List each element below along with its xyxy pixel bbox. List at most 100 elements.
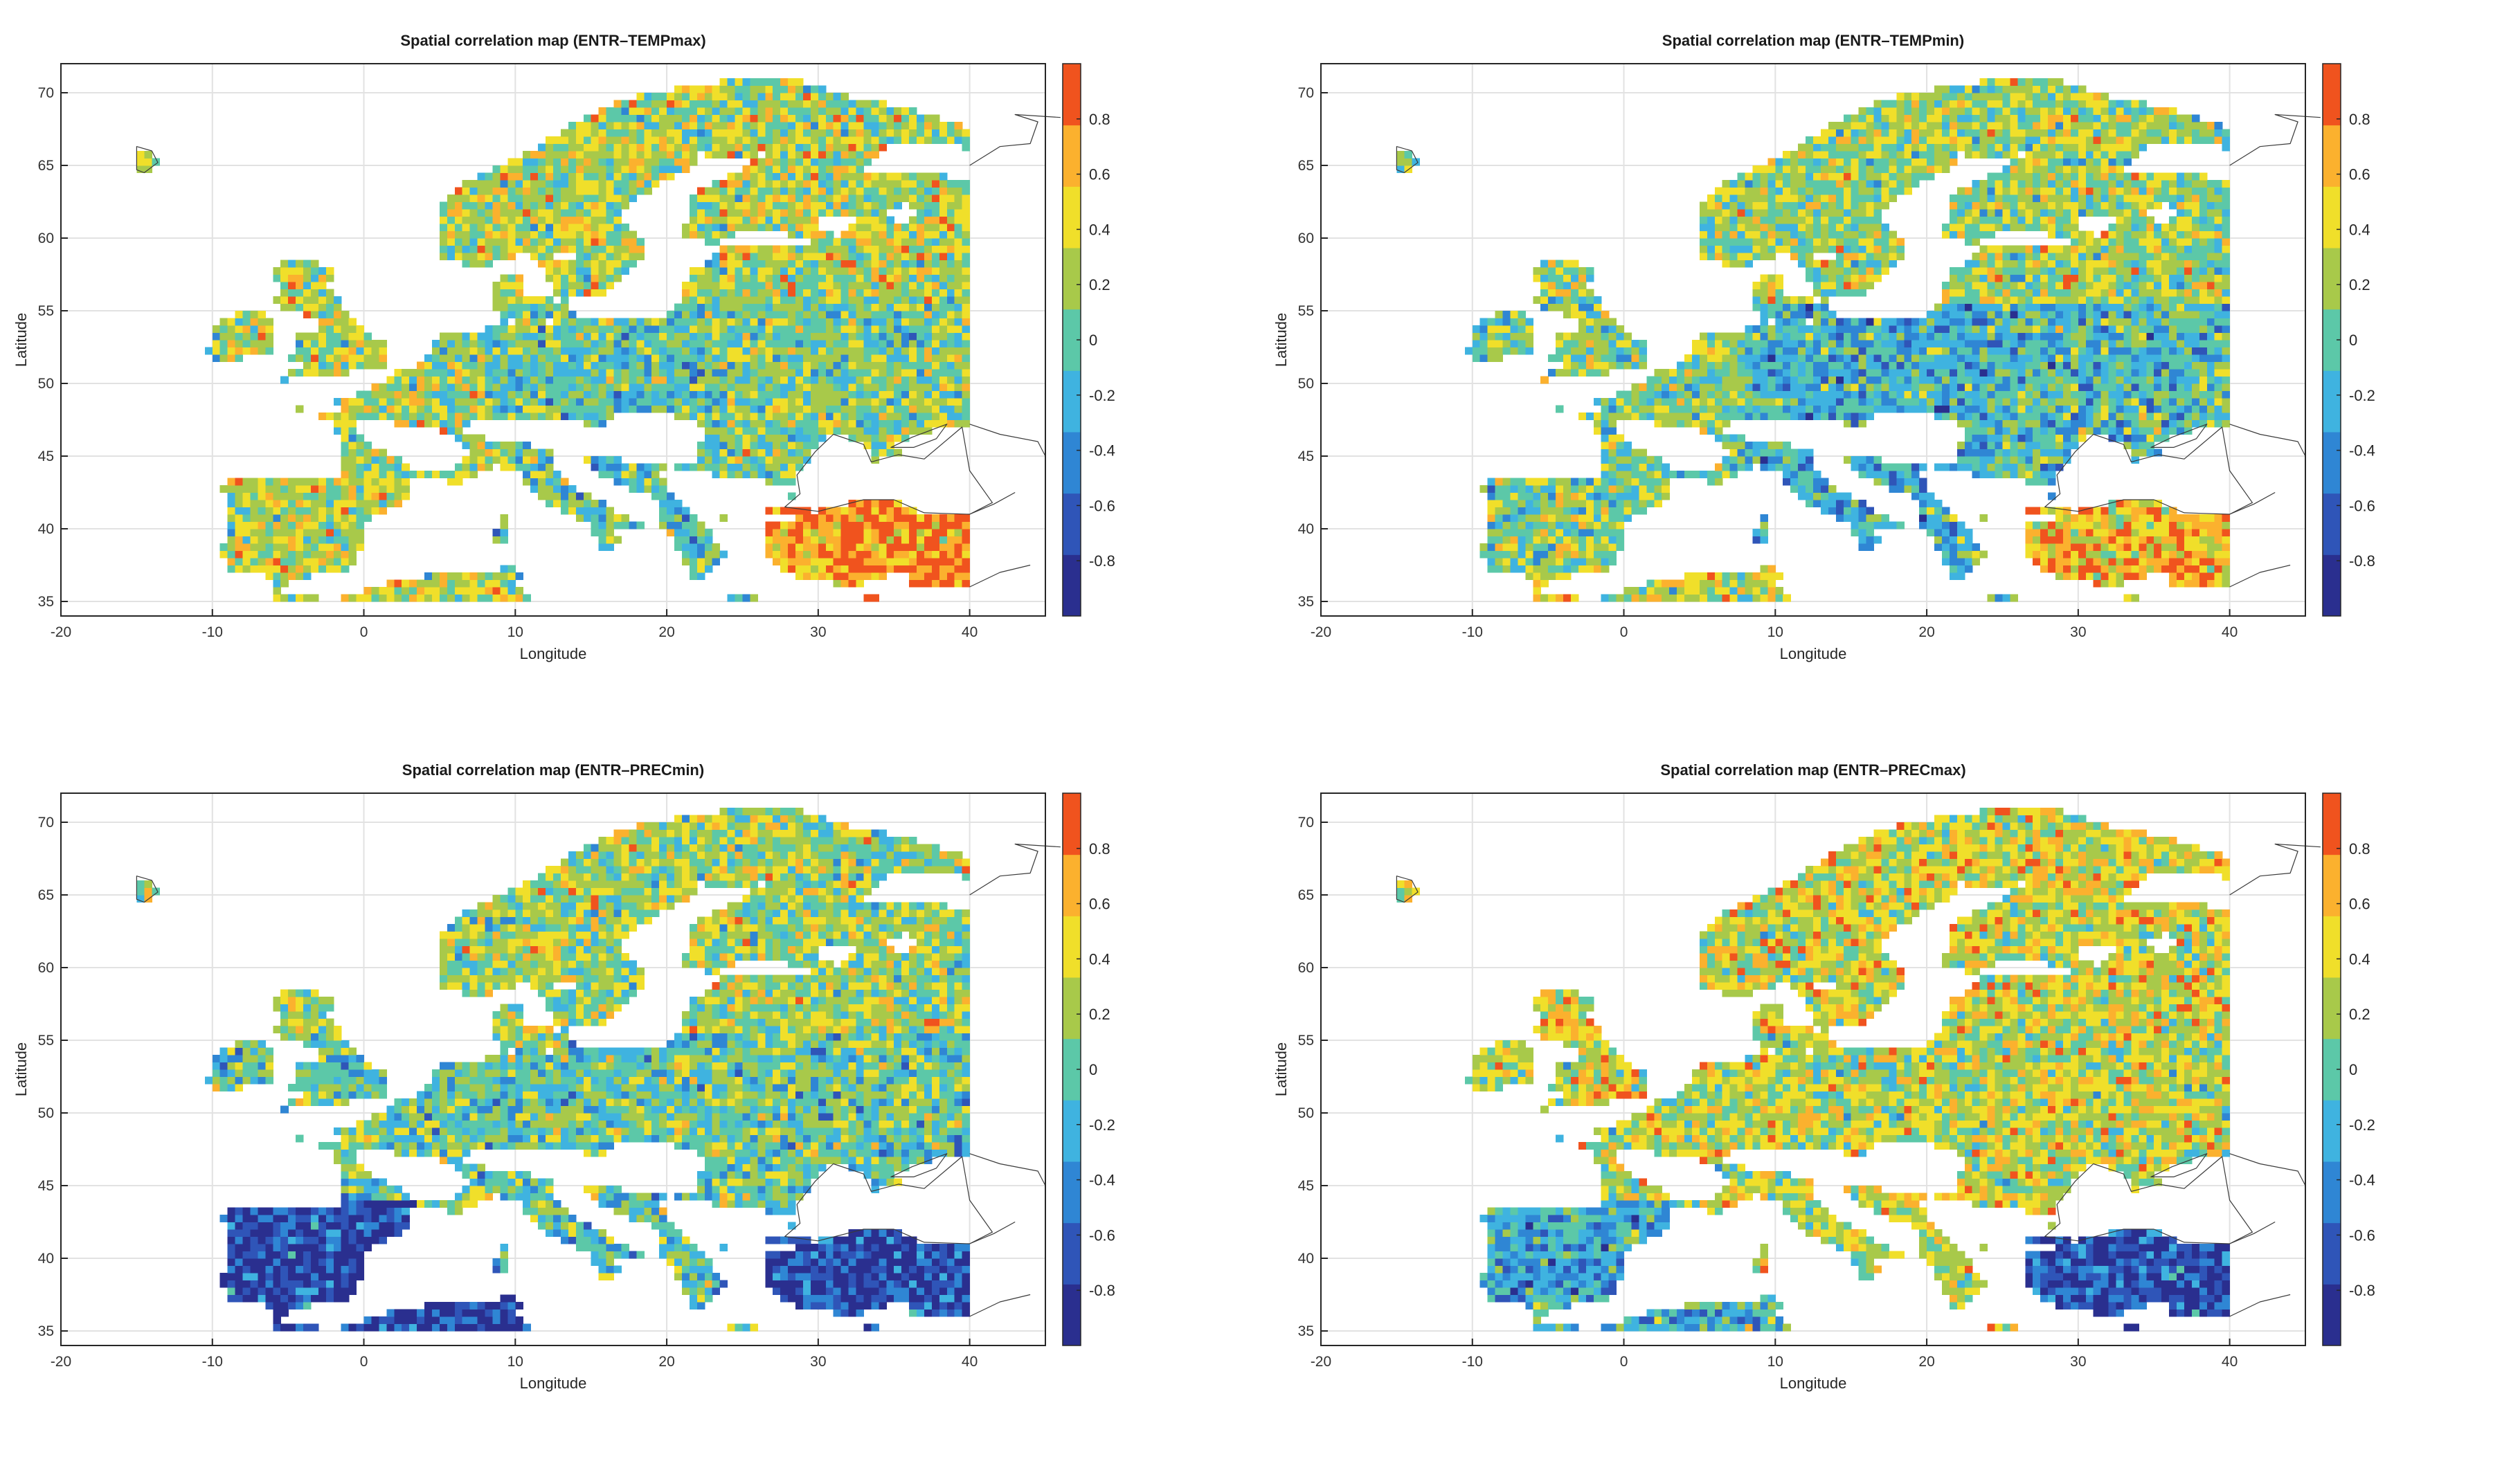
heatmap-cell	[667, 158, 675, 166]
heatmap-cell	[719, 405, 728, 413]
heatmap-cell	[1934, 463, 1943, 471]
heatmap-cell	[879, 340, 887, 348]
heatmap-cell	[621, 143, 629, 152]
heatmap-cell	[1570, 594, 1579, 602]
heatmap-cell	[1578, 478, 1587, 486]
heatmap-cell	[477, 376, 486, 384]
heatmap-cell	[788, 78, 796, 87]
heatmap-cell	[485, 332, 494, 341]
heatmap-cell	[848, 383, 857, 392]
heatmap-cell	[795, 507, 804, 515]
heatmap-cell	[1964, 456, 1973, 464]
heatmap-cell	[2070, 550, 2079, 559]
heatmap-cell	[788, 289, 796, 297]
heatmap-cell	[704, 413, 713, 421]
heatmap-cell	[795, 558, 804, 566]
heatmap-cell	[773, 405, 781, 413]
heatmap-cell	[667, 376, 675, 384]
heatmap-cell	[818, 318, 827, 326]
heatmap-cell	[530, 471, 539, 479]
heatmap-cell	[560, 347, 569, 355]
heatmap-cell	[742, 122, 750, 130]
heatmap-cell	[546, 448, 554, 457]
heatmap-cell	[250, 325, 258, 334]
heatmap-cell	[553, 340, 561, 348]
heatmap-cell	[227, 354, 236, 363]
heatmap-cell	[856, 579, 865, 588]
heatmap-cell	[598, 158, 607, 166]
heatmap-cell	[742, 442, 750, 450]
heatmap-cell	[1949, 565, 1958, 573]
heatmap-cell	[485, 230, 494, 239]
heatmap-cell	[780, 478, 789, 486]
heatmap-cell	[886, 398, 894, 406]
heatmap-cell	[667, 311, 675, 319]
heatmap-cell	[1691, 572, 1700, 581]
heatmap-cell	[469, 434, 478, 442]
heatmap-cell	[939, 376, 948, 384]
heatmap-cell	[530, 201, 539, 210]
heatmap-cell	[356, 405, 365, 413]
heatmap-cell	[636, 253, 645, 261]
heatmap-cell	[750, 442, 758, 450]
heatmap-cell	[1737, 442, 1746, 450]
heatmap-cell	[856, 507, 865, 515]
heatmap-cell	[651, 325, 660, 334]
heatmap-cell	[863, 419, 872, 428]
heatmap-cell	[886, 216, 894, 224]
heatmap-cell	[2093, 543, 2102, 552]
heatmap-cell	[750, 383, 758, 392]
colorbar-tick-label: 0	[1089, 332, 1097, 349]
heatmap-cell	[613, 114, 622, 123]
heatmap-cell	[917, 565, 925, 573]
heatmap-cell	[856, 245, 865, 253]
heatmap-cell	[659, 122, 667, 130]
heatmap-cell	[1533, 514, 1541, 523]
heatmap-cell	[1548, 478, 1556, 486]
heatmap-cell	[500, 289, 508, 297]
heatmap-cell	[1677, 579, 1685, 588]
heatmap-cell	[840, 172, 849, 181]
heatmap-cell	[1843, 492, 1852, 500]
heatmap-cell	[530, 209, 539, 217]
heatmap-cell	[886, 434, 894, 442]
heatmap-cell	[773, 274, 781, 282]
heatmap-cell	[575, 201, 584, 210]
heatmap-cell	[719, 448, 728, 457]
heatmap-cell	[924, 354, 933, 363]
heatmap-cell	[704, 448, 713, 457]
heatmap-cell	[1525, 536, 1533, 544]
heatmap-cell	[280, 296, 289, 305]
heatmap-cell	[515, 282, 523, 290]
heatmap-cell	[1525, 507, 1533, 515]
heatmap-cell	[523, 238, 531, 246]
heatmap-cell	[757, 165, 766, 174]
heatmap-cell	[765, 318, 773, 326]
heatmap-cell	[848, 507, 857, 515]
heatmap-cell	[704, 325, 713, 334]
heatmap-cell	[719, 427, 728, 435]
heatmap-cell	[909, 376, 917, 384]
heatmap-cell	[462, 376, 471, 384]
heatmap-cell	[568, 165, 577, 174]
heatmap-cell	[750, 245, 758, 253]
heatmap-cell	[795, 136, 804, 145]
heatmap-cell	[856, 390, 865, 399]
heatmap-cell	[833, 122, 842, 130]
heatmap-cell	[523, 230, 531, 239]
heatmap-cell	[780, 419, 789, 428]
heatmap-cell	[894, 114, 902, 123]
heatmap-cell	[500, 413, 508, 421]
heatmap-cell	[659, 143, 667, 152]
heatmap-cell	[644, 405, 652, 413]
heatmap-cell	[227, 478, 236, 486]
heatmap-cell	[727, 413, 736, 421]
heatmap-cell	[750, 303, 758, 311]
heatmap-cell	[886, 172, 894, 181]
heatmap-cell	[553, 187, 561, 195]
heatmap-cell	[681, 318, 690, 326]
heatmap-cell	[954, 521, 963, 529]
heatmap-cell	[719, 85, 728, 93]
heatmap-cell	[568, 238, 577, 246]
heatmap-cell	[606, 151, 615, 159]
